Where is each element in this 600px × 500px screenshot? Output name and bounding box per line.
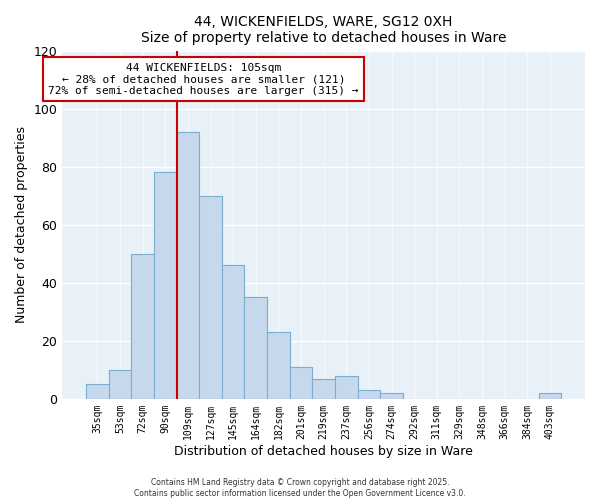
Text: Contains HM Land Registry data © Crown copyright and database right 2025.
Contai: Contains HM Land Registry data © Crown c… [134,478,466,498]
Bar [313,378,335,399]
Bar [131,254,154,399]
Bar [335,376,358,399]
Bar [222,266,244,399]
Bar [199,196,222,399]
Bar [109,370,131,399]
Bar [86,384,109,399]
Bar [539,393,561,399]
X-axis label: Distribution of detached houses by size in Ware: Distribution of detached houses by size … [174,444,473,458]
Bar [244,297,267,399]
Bar [176,132,199,399]
Bar [290,367,313,399]
Title: 44, WICKENFIELDS, WARE, SG12 0XH
Size of property relative to detached houses in: 44, WICKENFIELDS, WARE, SG12 0XH Size of… [141,15,506,45]
Bar [380,393,403,399]
Bar [154,172,176,399]
Text: 44 WICKENFIELDS: 105sqm
← 28% of detached houses are smaller (121)
72% of semi-d: 44 WICKENFIELDS: 105sqm ← 28% of detache… [48,62,359,96]
Bar [267,332,290,399]
Y-axis label: Number of detached properties: Number of detached properties [15,126,28,323]
Bar [358,390,380,399]
